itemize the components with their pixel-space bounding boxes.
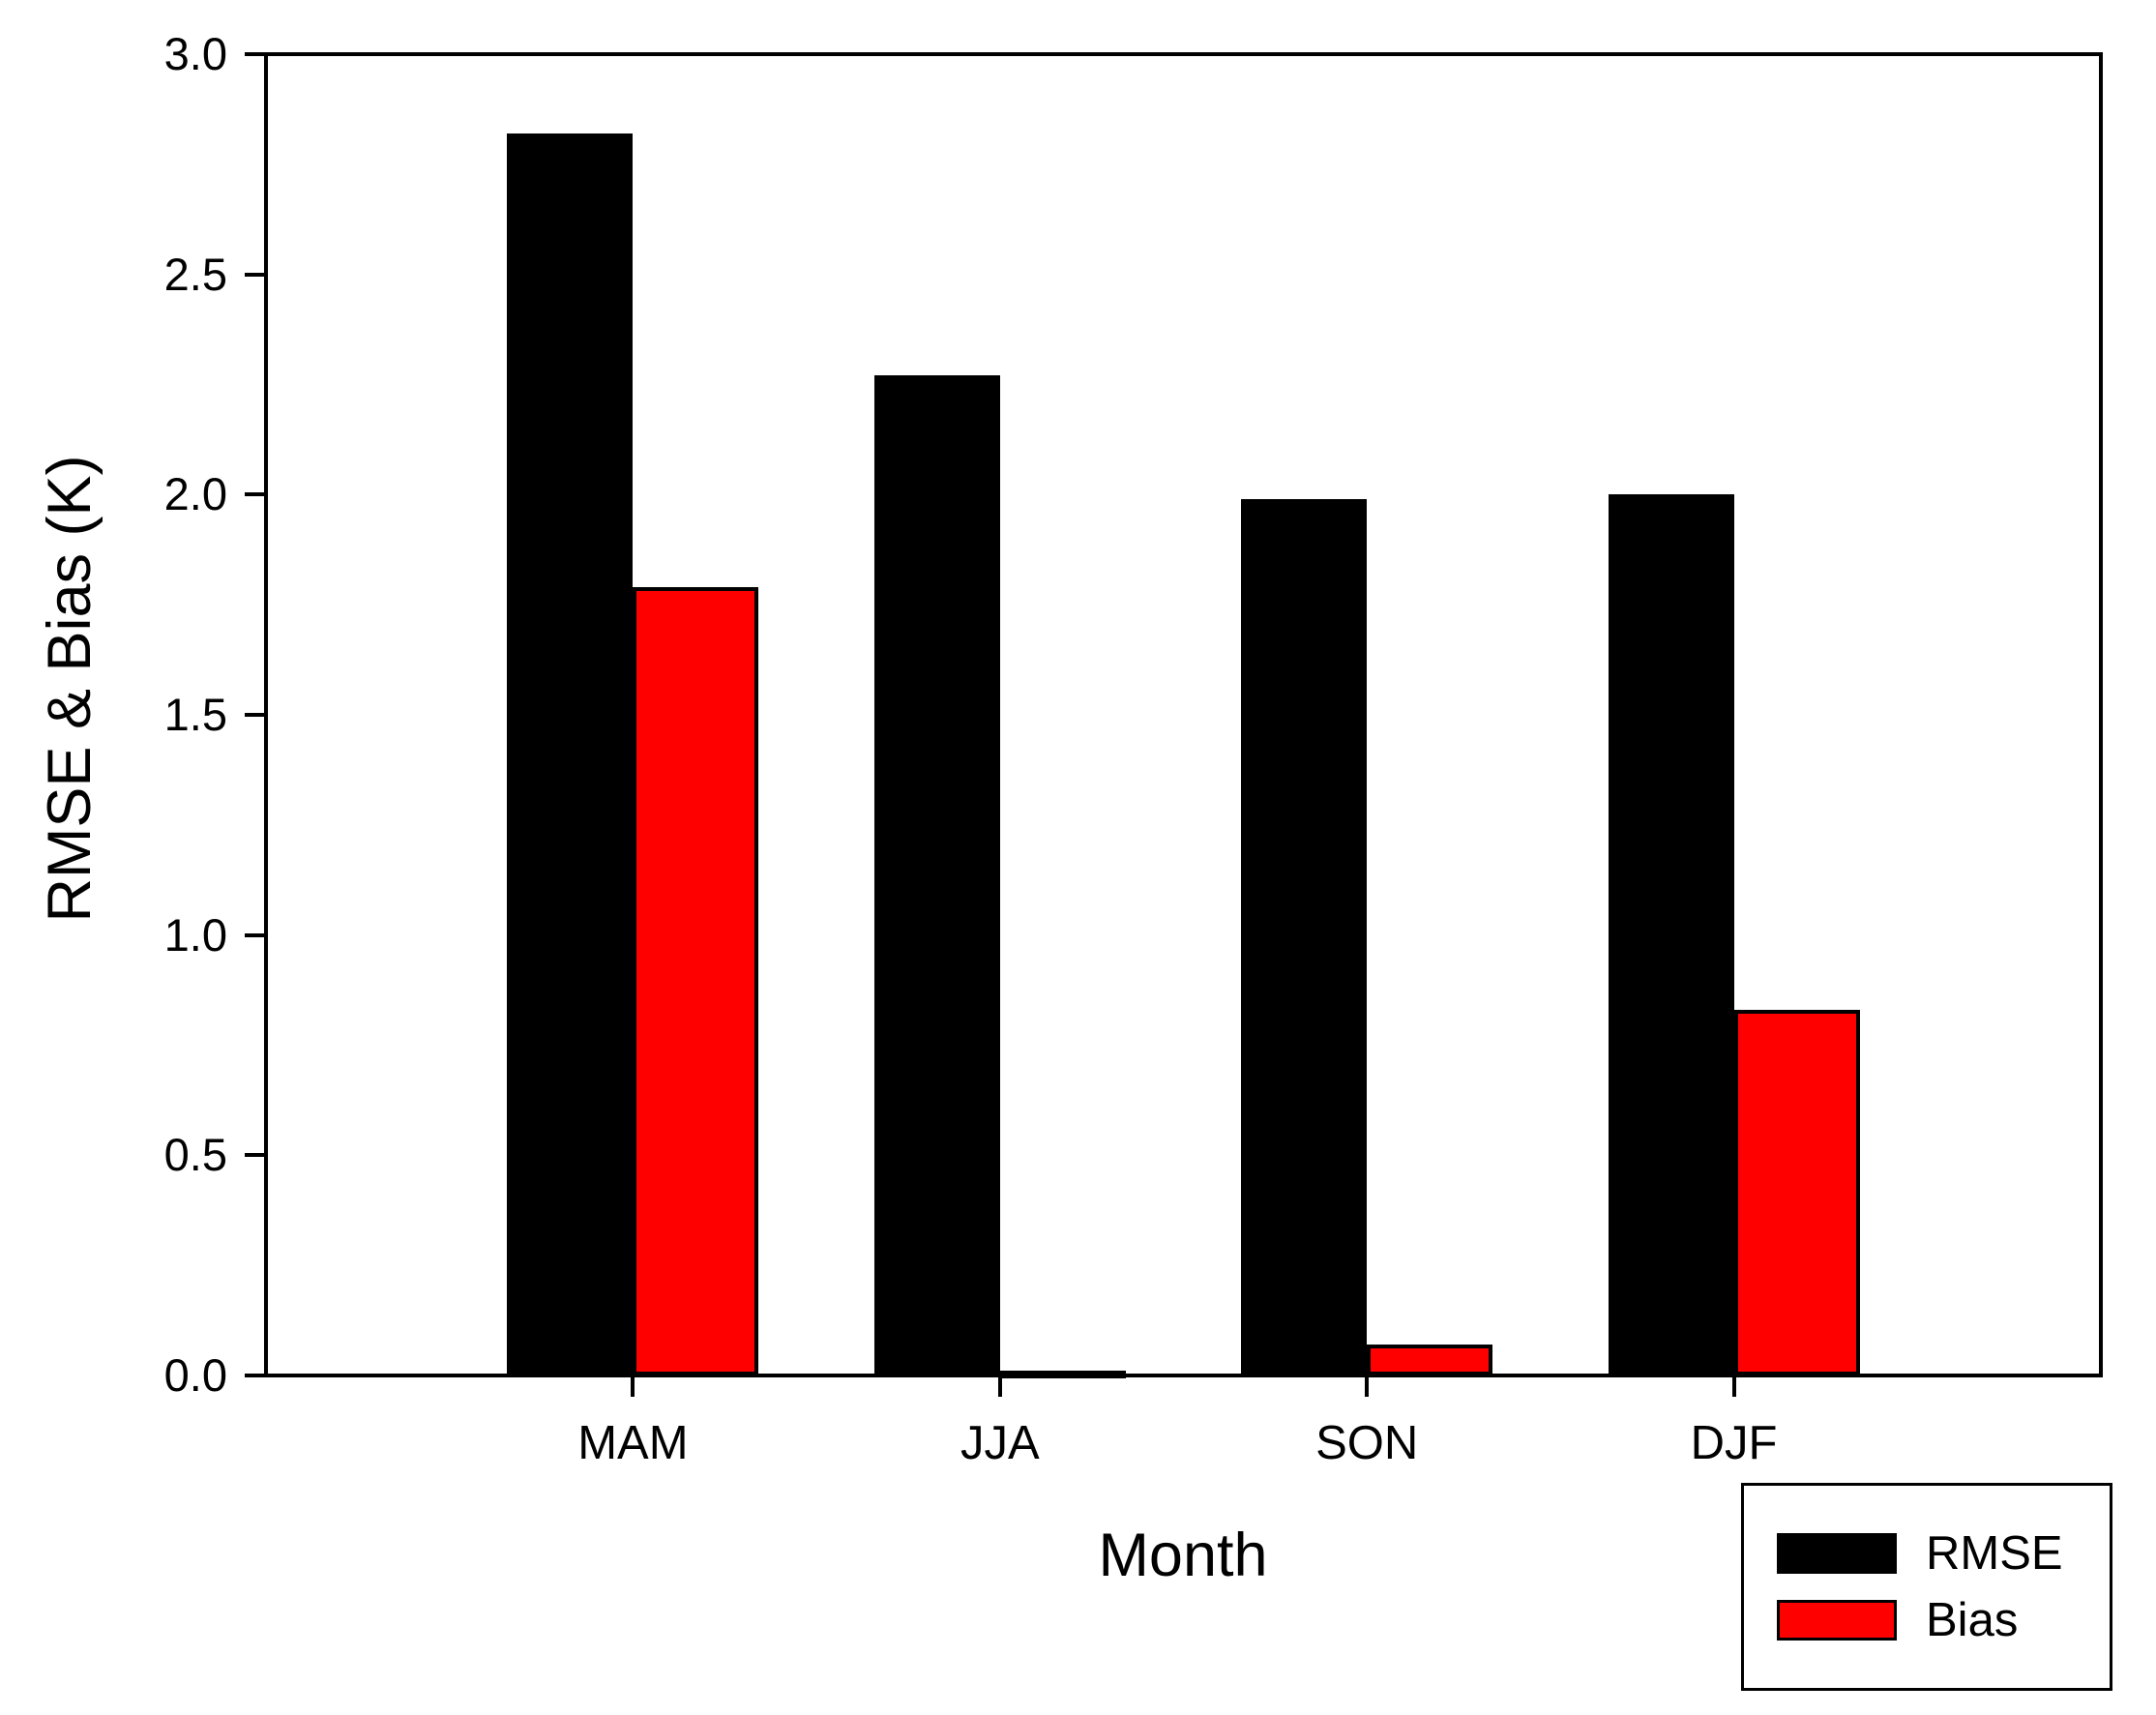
y-axis-tick-label: 0.0 — [163, 1349, 227, 1401]
y-axis-tick — [245, 272, 264, 277]
x-category-label-djf: DJF — [1690, 1417, 1778, 1469]
legend-swatch-rmse — [1777, 1533, 1897, 1574]
bar-bias-mam — [633, 586, 759, 1375]
legend-swatch-bias — [1777, 1600, 1897, 1641]
x-axis-tick — [1731, 1377, 1736, 1397]
y-axis-tick-label: 3.0 — [163, 28, 227, 79]
y-axis-tick-label: 1.0 — [163, 908, 227, 961]
legend-item-rmse: RMSE — [1777, 1527, 2110, 1580]
bar-rmse-djf — [1608, 494, 1734, 1375]
bar-rmse-mam — [507, 133, 634, 1375]
y-axis-tick — [245, 492, 264, 497]
legend-label-rmse: RMSE — [1926, 1527, 2063, 1580]
x-category-label-mam: MAM — [577, 1417, 689, 1469]
y-axis-tick — [245, 52, 264, 56]
x-axis-tick — [997, 1377, 1002, 1397]
legend: RMSE Bias — [1741, 1483, 2112, 1691]
y-axis-tick — [245, 1153, 264, 1158]
y-axis-tick-label: 1.5 — [163, 689, 227, 740]
y-axis-tick-label: 2.5 — [163, 248, 227, 300]
y-axis-title: RMSE & Bias (K) — [36, 455, 103, 923]
x-axis-title: Month — [1098, 1522, 1268, 1589]
y-axis-tick-label: 2.0 — [163, 468, 227, 520]
bar-bias-djf — [1733, 1010, 1860, 1375]
bar-rmse-son — [1241, 498, 1368, 1375]
bar-bias-son — [1367, 1345, 1493, 1375]
x-axis-tick — [1365, 1377, 1370, 1397]
legend-label-bias: Bias — [1926, 1594, 2019, 1646]
bar-bias-jja — [999, 1371, 1126, 1379]
bar-rmse-jja — [873, 375, 1000, 1375]
y-axis-tick-label: 0.5 — [163, 1129, 227, 1181]
x-category-label-son: SON — [1315, 1417, 1419, 1469]
y-axis-tick — [245, 1374, 264, 1377]
legend-item-bias: Bias — [1777, 1594, 2110, 1646]
y-axis-tick — [245, 713, 264, 717]
x-axis-tick — [631, 1377, 635, 1397]
y-axis-tick — [245, 932, 264, 937]
x-category-label-jja: JJA — [960, 1417, 1040, 1469]
